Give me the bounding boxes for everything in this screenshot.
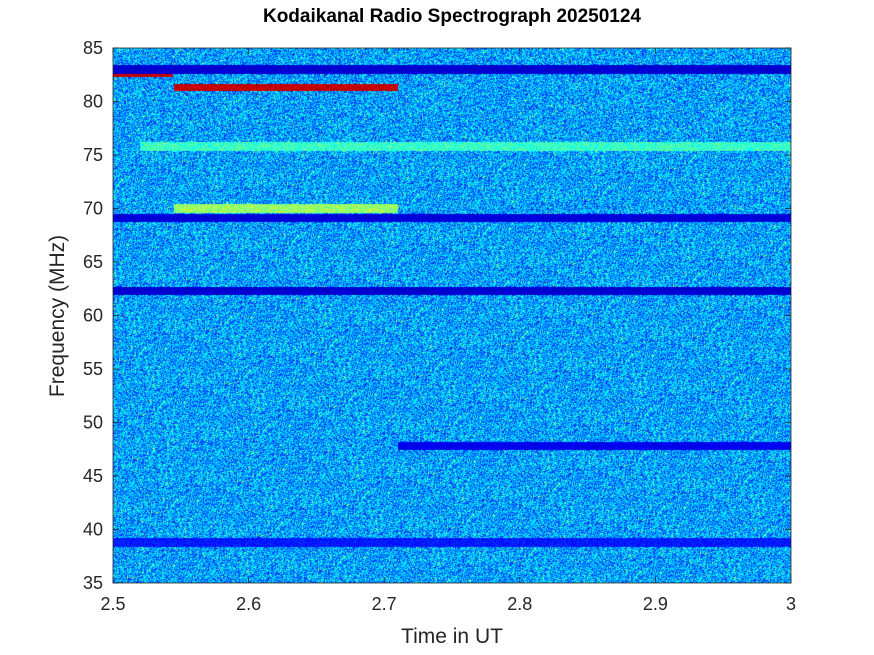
y-axis-label: Frequency (MHz) (46, 235, 69, 397)
y-tick-label: 85 (83, 38, 103, 58)
y-tick-label: 45 (83, 466, 103, 486)
y-tick-label: 50 (83, 413, 103, 433)
x-tick-label: 2.5 (100, 594, 125, 614)
x-tick-label: 2.8 (507, 594, 532, 614)
x-axis: 2.5 2.6 2.7 2.8 2.9 3 (100, 48, 796, 614)
y-tick-label: 40 (83, 520, 103, 540)
y-tick-label: 70 (83, 199, 103, 219)
y-tick-label: 35 (83, 573, 103, 593)
y-tick-label: 75 (83, 145, 103, 165)
x-tick-label: 3 (786, 594, 796, 614)
x-tick-label: 2.6 (236, 594, 261, 614)
chart-title: Kodaikanal Radio Spectrograph 20250124 (263, 6, 641, 27)
y-axis: 35 40 45 50 55 60 65 70 75 80 85 (83, 38, 791, 593)
y-tick-label: 60 (83, 306, 103, 326)
y-tick-label: 80 (83, 92, 103, 112)
x-axis-label: Time in UT (401, 625, 503, 648)
x-tick-label: 2.7 (372, 594, 397, 614)
y-tick-label: 55 (83, 359, 103, 379)
spectrogram-heatmap (113, 48, 791, 583)
x-tick-label: 2.9 (643, 594, 668, 614)
y-tick-label: 65 (83, 252, 103, 272)
